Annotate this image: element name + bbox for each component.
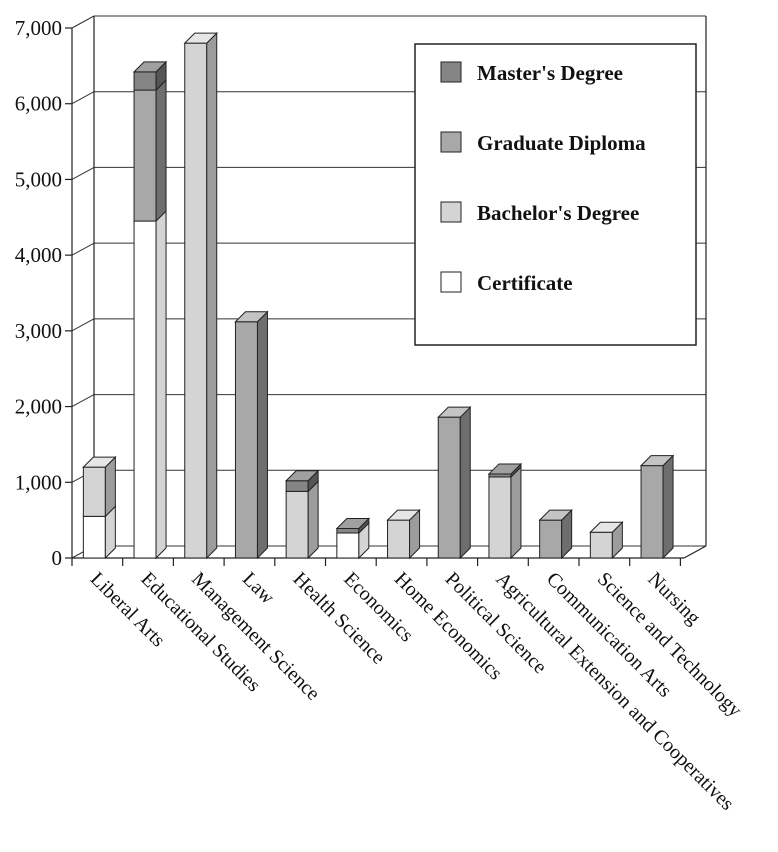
bar-educational-studies-certificate [133,220,157,559]
legend-box [414,43,697,346]
x-tick-label-law: Law [238,568,279,609]
bar-law-graduate-diploma [234,321,258,559]
gridline-depth-7000 [71,15,95,29]
bar-health-science-master-s-degree-top [284,470,320,482]
legend-swatch-certificate [440,271,462,293]
y-tick-label-2000: 2,000 [15,395,62,419]
bar-science-and-technology-bachelor-s-degree-top [589,521,624,533]
bar-agricultural-extension-and-cooperatives-bachelor-s-degree-side [510,465,522,560]
bar-science-and-technology-bachelor-s-degree [589,531,613,559]
legend: Master's Degree Graduate Diploma Bachelor'… [414,43,697,346]
bar-educational-studies-master-s-degree-top [132,61,168,73]
bar-liberal-arts-bachelor-s-degree-top [82,456,117,468]
bar-nursing-graduate-diploma-top [639,455,675,467]
bar-management-science-bachelor-s-degree [184,42,208,559]
legend-label-certificate: Certificate [477,271,573,295]
y-axis-tick-labels: 0 1,000 2,000 3,000 4,000 5,000 6,000 7,000 [15,16,62,570]
y-tick-label-4000: 4,000 [15,243,62,267]
legend-label-graduate-diploma: Graduate Diploma [477,131,646,155]
gridline-depth-6000 [71,91,95,105]
gridline-depth-3000 [71,318,95,332]
bar-management-science-bachelor-s-degree-top [183,32,218,44]
bar-nursing-graduate-diploma [640,465,664,559]
y-tick-label-7000: 7,000 [15,16,62,40]
bar-liberal-arts-bachelor-s-degree [82,466,106,517]
y-tick-label-6000: 6,000 [15,92,62,116]
bar-educational-studies-master-s-degree [133,71,157,91]
bar-educational-studies-graduate-diploma [133,89,157,222]
bar-economics-certificate [336,532,360,559]
gridline-depth-4000 [71,242,95,256]
y-tick-label-0: 0 [52,546,63,570]
bar-agricultural-extension-and-cooperatives-bachelor-s-degree [488,476,512,559]
bar-political-science-graduate-diploma-side [459,405,471,560]
bar-nursing-graduate-diploma-side [662,454,674,560]
gridline-depth-2000 [71,394,95,408]
bar-agricultural-extension-and-cooperatives-master-s-degree-top [487,463,523,475]
bars [82,31,675,560]
bar-health-science-master-s-degree [285,480,309,492]
bar-home-economics-bachelor-s-degree [387,519,411,559]
axes [65,16,707,566]
bar-communication-arts-graduate-diploma-top [538,509,573,521]
legend-label-bachelor-s-degree: Bachelor's Degree [477,201,639,225]
bar-management-science-bachelor-s-degree-side [206,31,218,560]
bar-political-science-graduate-diploma-top [437,406,472,418]
bar-educational-studies-certificate-side [155,209,167,560]
y-tick-label-3000: 3,000 [15,319,62,343]
bar-law-graduate-diploma-top [234,311,269,323]
bar-home-economics-bachelor-s-degree-top [386,509,421,521]
bar-economics-master-s-degree-top [335,517,371,529]
y-tick-label-1000: 1,000 [15,470,62,494]
bar-law-graduate-diploma-side [256,310,268,560]
bar-health-science-bachelor-s-degree [285,490,309,559]
legend-swatch-master-s-degree [440,61,462,83]
legend-swatch-bachelor-s-degree [440,201,462,223]
bar-political-science-graduate-diploma [437,416,461,559]
y-tick-label-5000: 5,000 [15,167,62,191]
bar-communication-arts-graduate-diploma [539,519,563,559]
floor-right-edge [683,545,707,559]
bar-economics-master-s-degree [336,527,360,534]
legend-label-master-s-degree: Master's Degree [477,61,623,85]
bar-health-science-bachelor-s-degree-side [307,480,319,560]
gridline-depth-5000 [71,166,95,180]
bar-educational-studies-graduate-diploma-side [155,78,167,223]
bar-liberal-arts-certificate [82,515,106,559]
legend-swatch-graduate-diploma [440,131,462,153]
